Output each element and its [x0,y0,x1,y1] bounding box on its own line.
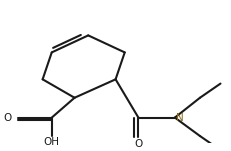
Text: O: O [134,139,143,149]
Text: N: N [176,113,184,123]
Text: O: O [4,113,12,123]
Text: OH: OH [44,137,60,147]
